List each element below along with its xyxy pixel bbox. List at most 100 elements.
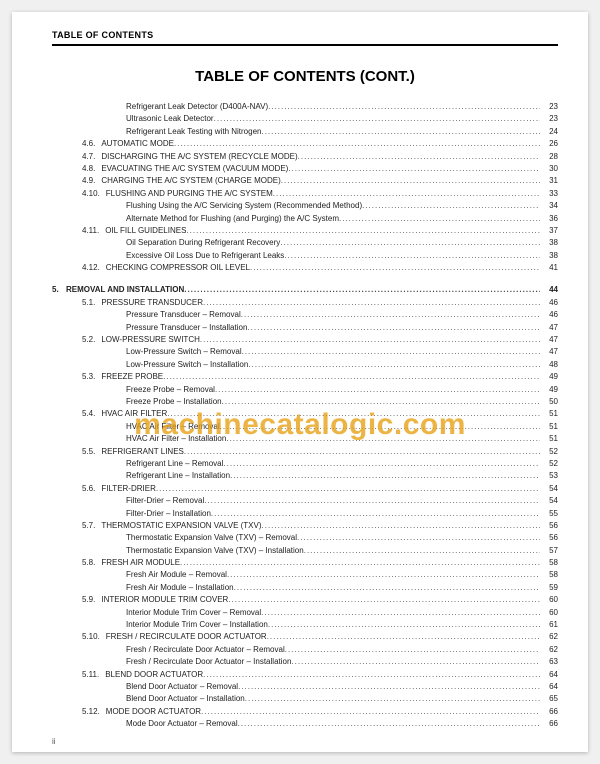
toc-entry-page: 62 — [540, 631, 558, 643]
toc-entry: 5.10.FRESH / RECIRCULATE DOOR ACTUATOR62 — [52, 631, 558, 643]
toc-entry-number: 5.1. — [52, 297, 101, 309]
toc-entry-label: Refrigerant Line – Installation — [126, 470, 230, 482]
toc-entry-page: 30 — [540, 163, 558, 175]
toc-entry-page: 64 — [540, 681, 558, 693]
toc-entry-number: 4.7. — [52, 151, 101, 163]
toc-entry-page: 31 — [540, 175, 558, 187]
toc-entry: Fresh / Recirculate Door Actuator – Remo… — [52, 644, 558, 656]
toc-entry-label: Fresh Air Module – Removal — [126, 569, 227, 581]
toc-entry: Interior Module Trim Cover – Installatio… — [52, 619, 558, 631]
toc-entry-label: HVAC Air Filter – Removal — [126, 421, 220, 433]
toc-entry: Interior Module Trim Cover – Removal60 — [52, 607, 558, 619]
toc-leader-dots — [281, 175, 540, 187]
toc-entry-page: 47 — [540, 322, 558, 334]
toc-entry-page: 50 — [540, 396, 558, 408]
toc-entry: 5.REMOVAL AND INSTALLATION 44 — [52, 284, 558, 296]
toc-entry-page: 48 — [540, 359, 558, 371]
toc-leader-dots — [163, 371, 540, 383]
toc-entry-label: HVAC AIR FILTER — [101, 408, 167, 420]
toc-entry-label: Filter-Drier – Installation — [126, 508, 211, 520]
toc-leader-dots — [203, 669, 540, 681]
toc-entry-label: REFRIGERANT LINES — [101, 446, 184, 458]
toc-entry-number: 5.7. — [52, 520, 101, 532]
toc-entry-label: Interior Module Trim Cover – Removal — [126, 607, 261, 619]
toc-entry-number: 5.10. — [52, 631, 106, 643]
toc-entry: Filter-Drier – Removal54 — [52, 495, 558, 507]
toc-entry-page: 61 — [540, 619, 558, 631]
toc-leader-dots — [245, 693, 540, 705]
toc-entry-page: 54 — [540, 483, 558, 495]
toc-leader-dots — [247, 322, 540, 334]
toc-leader-dots — [284, 250, 540, 262]
toc-entry-page: 33 — [540, 188, 558, 200]
toc-entry-number: 5.12. — [52, 706, 106, 718]
toc-leader-dots — [250, 262, 540, 274]
page-number: ii — [52, 737, 56, 746]
toc-entry-label: Alternate Method for Flushing (and Purgi… — [126, 213, 339, 225]
toc-entry-label: Thermostatic Expansion Valve (TXV) – Rem… — [126, 532, 297, 544]
toc-leader-dots — [220, 421, 540, 433]
toc-entry-label: Low-Pressure Switch – Installation — [126, 359, 248, 371]
toc-leader-dots — [304, 545, 540, 557]
toc-entry-page: 52 — [540, 458, 558, 470]
toc-leader-dots — [298, 151, 540, 163]
toc-leader-dots — [238, 718, 540, 730]
toc-entry-page: 24 — [540, 126, 558, 138]
toc-leader-dots — [211, 508, 540, 520]
toc-entry: 5.12.MODE DOOR ACTUATOR66 — [52, 706, 558, 718]
toc-entry-page: 66 — [540, 718, 558, 730]
toc-entry-page: 47 — [540, 334, 558, 346]
toc-entry-label: Ultrasonic Leak Detector — [126, 113, 214, 125]
toc-leader-dots — [234, 582, 540, 594]
toc-entry: Freeze Probe – Installation 50 — [52, 396, 558, 408]
toc-entry: Pressure Transducer – Installation 47 — [52, 322, 558, 334]
toc-entry-label: Mode Door Actuator – Removal — [126, 718, 238, 730]
toc-entry-label: Freeze Probe – Installation — [126, 396, 222, 408]
toc-entry-label: Refrigerant Leak Detector (D400A-NAV) — [126, 101, 268, 113]
toc-entry: Ultrasonic Leak Detector23 — [52, 113, 558, 125]
toc-entry: 5.2.LOW-PRESSURE SWITCH47 — [52, 334, 558, 346]
toc-entry-label: DISCHARGING THE A/C SYSTEM (RECYCLE MODE… — [101, 151, 297, 163]
toc-entry: 5.8.FRESH AIR MODULE58 — [52, 557, 558, 569]
toc-entry-label: FREEZE PROBE — [101, 371, 163, 383]
toc-entry: Excessive Oil Loss Due to Refrigerant Le… — [52, 250, 558, 262]
toc-entry-page: 23 — [540, 101, 558, 113]
toc-entry: Refrigerant Leak Testing with Nitrogen24 — [52, 126, 558, 138]
toc-entry: Fresh / Recirculate Door Actuator – Inst… — [52, 656, 558, 668]
toc-entry-page: 47 — [540, 346, 558, 358]
toc-entry-number: 4.12. — [52, 262, 106, 274]
running-header: TABLE OF CONTENTS — [52, 30, 558, 46]
toc-entry-number: 5.4. — [52, 408, 101, 420]
toc-entry: Refrigerant Line – Removal52 — [52, 458, 558, 470]
toc-leader-dots — [280, 237, 540, 249]
page-title: TABLE OF CONTENTS (CONT.) — [52, 68, 558, 85]
toc-entry-page: 52 — [540, 446, 558, 458]
toc-entry-page: 64 — [540, 669, 558, 681]
toc-entry: Oil Separation During Refrigerant Recove… — [52, 237, 558, 249]
toc-leader-dots — [285, 644, 540, 656]
document-page: TABLE OF CONTENTS TABLE OF CONTENTS (CON… — [12, 12, 588, 752]
toc-entry: Refrigerant Line – Installation53 — [52, 470, 558, 482]
toc-entry-page: 55 — [540, 508, 558, 520]
toc-entry-label: FILTER-DRIER — [101, 483, 156, 495]
toc-leader-dots — [215, 384, 540, 396]
toc-entry: 4.11.OIL FILL GUIDELINES37 — [52, 225, 558, 237]
toc-entry-label: Flushing Using the A/C Servicing System … — [126, 200, 362, 212]
toc-entry: Low-Pressure Switch – Removal47 — [52, 346, 558, 358]
toc-entry-label: Pressure Transducer – Installation — [126, 322, 247, 334]
toc-leader-dots — [230, 470, 540, 482]
toc-entry-page: 56 — [540, 532, 558, 544]
toc-leader-dots — [268, 101, 540, 113]
toc-entry-label: CHECKING COMPRESSOR OIL LEVEL — [106, 262, 250, 274]
toc-entry-label: EVACUATING THE A/C SYSTEM (VACUUM MODE) — [101, 163, 288, 175]
toc-leader-dots — [339, 213, 540, 225]
toc-leader-dots — [227, 569, 540, 581]
toc-leader-dots — [186, 225, 540, 237]
toc-entry: Thermostatic Expansion Valve (TXV) – Rem… — [52, 532, 558, 544]
toc-entry-label: Fresh Air Module – Installation — [126, 582, 234, 594]
toc-entry-number: 5.2. — [52, 334, 101, 346]
toc-entry: 4.8.EVACUATING THE A/C SYSTEM (VACUUM MO… — [52, 163, 558, 175]
toc-entry-number: 5.11. — [52, 669, 105, 681]
toc-entry-number: 5. — [52, 284, 66, 296]
toc-leader-dots — [223, 458, 540, 470]
